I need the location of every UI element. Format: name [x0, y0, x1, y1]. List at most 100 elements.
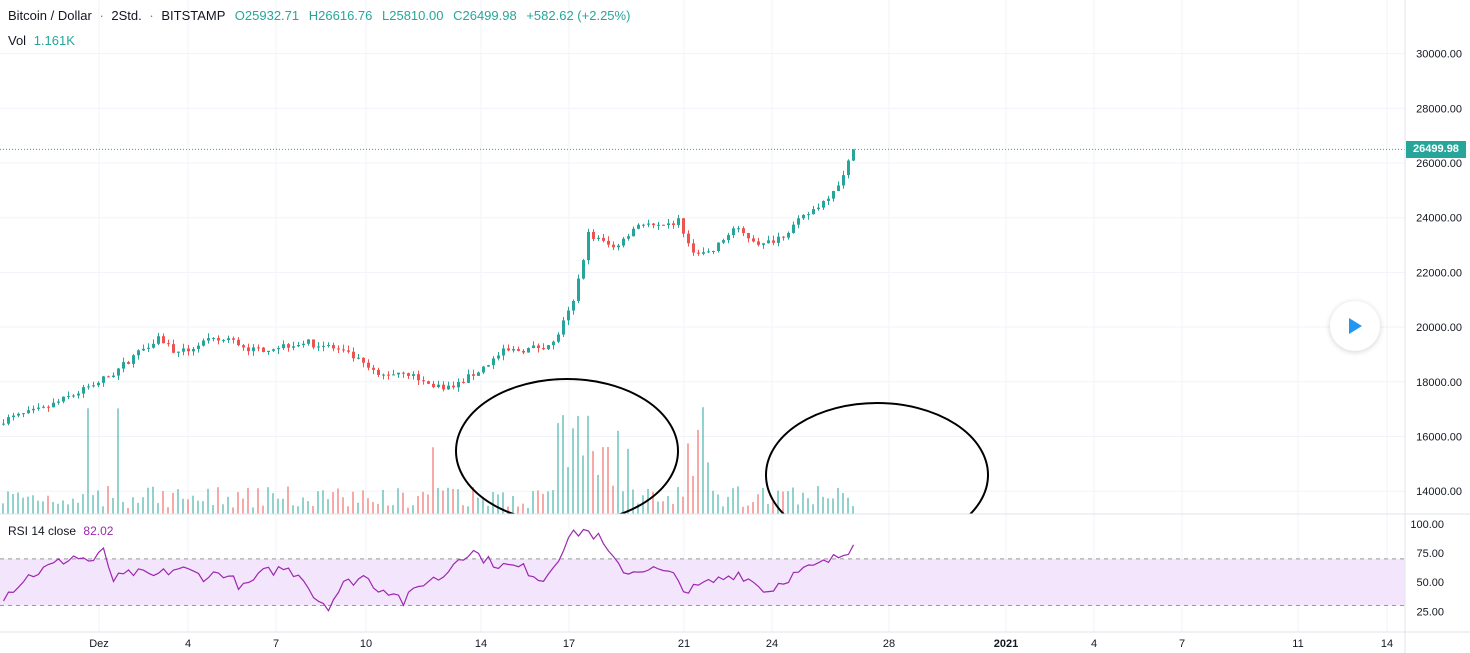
volume-bar	[137, 502, 139, 514]
candle-body	[517, 349, 520, 351]
rsi-axis: 100.00 75.00 50.00 25.00	[1410, 519, 1444, 619]
time-tick-label: 4	[1091, 638, 1097, 650]
volume-bar	[352, 491, 354, 514]
candle-body	[827, 198, 830, 201]
volume-bar	[262, 505, 264, 514]
candle-body	[822, 200, 825, 208]
candle-body	[312, 339, 315, 348]
volume-bar	[132, 497, 134, 514]
volume-bar	[182, 498, 184, 514]
candle-body	[62, 396, 65, 402]
volume-bar	[532, 491, 534, 514]
volume-bar	[607, 447, 609, 514]
volume-bar	[257, 488, 259, 514]
rsi-legend[interactable]: RSI 14 close 82.02	[8, 524, 113, 538]
volume-bar	[387, 505, 389, 514]
candle-body	[187, 348, 190, 352]
price-tick-label: 26000.00	[1416, 158, 1462, 170]
volume-bar	[317, 491, 319, 514]
volume-bar	[422, 491, 424, 514]
volume-bar	[472, 486, 474, 514]
volume-bar	[672, 503, 674, 514]
volume-bar	[377, 503, 379, 514]
volume-bar	[292, 505, 294, 514]
volume-bar	[162, 491, 164, 514]
candle-body	[752, 238, 755, 242]
volume-bar	[47, 495, 49, 514]
volume-bar	[452, 488, 454, 514]
candle-body	[797, 218, 800, 225]
time-tick-label: 7	[273, 638, 279, 650]
volume-bar	[212, 505, 214, 514]
price-tick-label: 28000.00	[1416, 103, 1462, 115]
symbol-legend: Bitcoin / Dollar · 2Std. · BITSTAMP O259…	[8, 8, 631, 23]
volume-bar	[307, 501, 309, 514]
volume-bar	[612, 485, 614, 514]
candle-body	[202, 340, 205, 346]
volume-label: Vol	[8, 33, 27, 48]
symbol-name[interactable]: Bitcoin / Dollar	[8, 8, 92, 23]
time-tick-label: 14	[475, 638, 487, 650]
candle-body	[262, 347, 265, 352]
candle-body	[732, 228, 735, 236]
volume-bar	[347, 506, 349, 514]
candle-body	[372, 367, 375, 370]
volume-bar	[842, 492, 844, 514]
candle-body	[807, 214, 810, 216]
candle-body	[27, 410, 30, 414]
volume-bar	[412, 505, 414, 514]
candle-body	[212, 338, 215, 340]
volume-bar	[187, 499, 189, 514]
candle-body	[677, 218, 680, 226]
volume-bar	[362, 490, 364, 514]
time-axis: Dez 4 7 10 14 17 21 24 28 2021 4 7 11 14	[89, 638, 1393, 650]
volume-bar	[837, 487, 839, 514]
volume-bar	[37, 500, 39, 514]
volume-bar	[677, 487, 679, 514]
candle-body	[452, 385, 455, 388]
volume-bar	[127, 507, 129, 514]
volume-bar	[817, 486, 819, 514]
ellipse-annotation	[455, 378, 679, 514]
candle-body	[782, 236, 785, 238]
candle-body	[787, 232, 790, 238]
drawn-annotations[interactable]	[455, 378, 989, 547]
change-value: +582.62 (+2.25%)	[526, 8, 631, 23]
candle-body	[222, 340, 225, 342]
candle-body	[512, 349, 515, 351]
open-value: O25932.71	[234, 8, 300, 23]
volume-bar	[72, 498, 74, 514]
candle-body	[587, 231, 590, 261]
candle-body	[607, 240, 610, 245]
candle-body	[207, 338, 210, 341]
price-tick-label: 30000.00	[1416, 49, 1462, 61]
candle-body	[112, 375, 115, 377]
time-tick-label: 7	[1179, 638, 1185, 650]
volume-bar	[237, 492, 239, 514]
volume-bar	[822, 496, 824, 514]
volume-bar	[97, 490, 99, 514]
volume-bar	[267, 487, 269, 514]
candle-body	[57, 401, 60, 403]
candle-body	[527, 347, 530, 353]
candle-body	[17, 413, 20, 416]
time-tick-label: 10	[360, 638, 372, 650]
volume-bar	[787, 491, 789, 514]
candle-body	[337, 348, 340, 350]
candle-body	[277, 348, 280, 350]
volume-bars	[2, 407, 854, 514]
volume-bar	[557, 423, 559, 514]
volume-bar	[522, 503, 524, 514]
volume-bar	[252, 507, 254, 514]
candle-body	[377, 369, 380, 376]
candle-body	[702, 252, 705, 254]
candle-body	[122, 362, 125, 369]
candle-body	[697, 252, 700, 254]
play-button[interactable]	[1330, 301, 1380, 351]
volume-bar	[527, 507, 529, 514]
candle-body	[432, 383, 435, 388]
volume-legend[interactable]: Vol 1.161K	[8, 33, 75, 48]
candle-body	[387, 374, 390, 376]
